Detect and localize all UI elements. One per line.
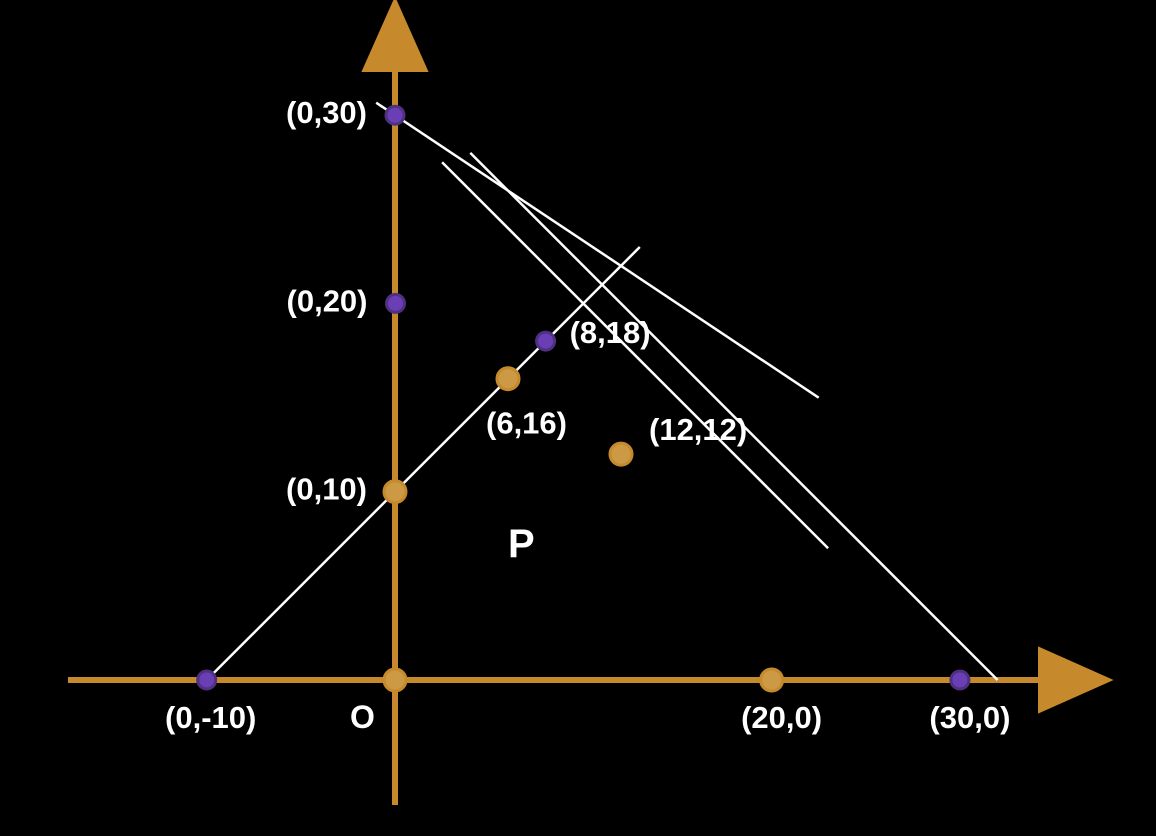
pt-8-18	[537, 332, 555, 350]
pt-30-0	[951, 671, 969, 689]
pt-0-10-label: (0,10)	[286, 472, 367, 507]
pt-neg10-0	[198, 671, 216, 689]
pt-0-10	[384, 481, 406, 503]
pt-6-16	[497, 368, 519, 390]
lp-diagram: (0,30) (0,20) (8,18) (6,16) (12,12) (0,10) (0,…	[0, 0, 1156, 836]
pt-12-12-label: (12,12)	[649, 412, 747, 447]
pt-0-20-label: (0,20)	[287, 283, 368, 318]
pt-0-30	[386, 106, 404, 124]
pt-neg10-0-label: (0,-10)	[165, 700, 256, 735]
pt-0-30-label: (0,30)	[286, 95, 367, 130]
pt-20-0-label: (20,0)	[741, 700, 822, 735]
region-label: P	[508, 522, 535, 566]
line-a	[207, 247, 640, 680]
pt-30-0-label: (30,0)	[929, 700, 1010, 735]
pt-12-12	[610, 443, 632, 465]
origin-label: O	[350, 699, 375, 735]
points	[198, 106, 969, 691]
pt-6-16-label: (6,16)	[486, 406, 567, 441]
pt-20-0	[761, 669, 783, 691]
pt-0-20	[387, 294, 405, 312]
labels: (0,30) (0,20) (8,18) (6,16) (12,12) (0,10) (0,…	[165, 95, 1010, 735]
constraint-lines	[207, 103, 998, 680]
pt-origin	[384, 669, 406, 691]
line-b	[442, 162, 828, 548]
pt-8-18-label: (8,18)	[570, 315, 651, 350]
line-c	[376, 103, 819, 398]
